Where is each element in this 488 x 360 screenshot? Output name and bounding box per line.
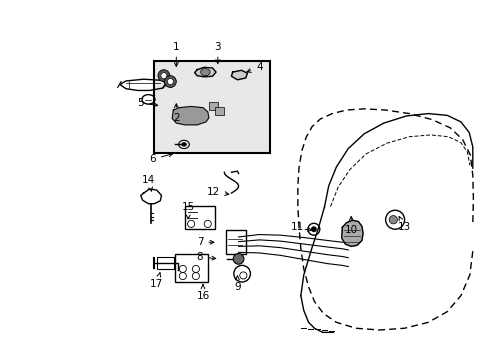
Text: 3: 3 bbox=[214, 42, 221, 63]
Ellipse shape bbox=[200, 68, 210, 76]
Bar bbox=[225, 230, 246, 254]
Bar bbox=[154, 62, 269, 153]
Circle shape bbox=[161, 73, 166, 78]
Circle shape bbox=[310, 226, 316, 232]
Text: 7: 7 bbox=[196, 237, 214, 247]
Bar bbox=[157, 257, 174, 269]
Text: 15: 15 bbox=[181, 202, 194, 219]
Polygon shape bbox=[194, 67, 216, 77]
Text: 16: 16 bbox=[196, 285, 209, 301]
Text: 17: 17 bbox=[150, 273, 163, 289]
Circle shape bbox=[233, 253, 244, 264]
Bar bbox=[175, 253, 207, 282]
Circle shape bbox=[164, 76, 176, 87]
Circle shape bbox=[167, 78, 173, 85]
Text: 10: 10 bbox=[344, 216, 357, 235]
Text: 14: 14 bbox=[142, 175, 155, 191]
Text: 2: 2 bbox=[173, 104, 179, 123]
Text: 12: 12 bbox=[206, 187, 228, 197]
Polygon shape bbox=[231, 70, 247, 80]
Ellipse shape bbox=[181, 143, 186, 146]
Text: 11: 11 bbox=[291, 222, 311, 233]
Text: 6: 6 bbox=[149, 153, 172, 164]
Text: 1: 1 bbox=[173, 42, 179, 67]
Circle shape bbox=[388, 216, 397, 224]
Text: 8: 8 bbox=[196, 252, 215, 262]
Bar bbox=[185, 206, 214, 229]
Text: 4: 4 bbox=[246, 62, 262, 72]
Circle shape bbox=[158, 70, 169, 82]
Polygon shape bbox=[172, 107, 208, 125]
Text: 5: 5 bbox=[137, 98, 157, 108]
Bar bbox=[214, 107, 224, 115]
Text: 9: 9 bbox=[234, 276, 240, 292]
Bar bbox=[208, 102, 217, 110]
Text: 13: 13 bbox=[397, 216, 410, 233]
Polygon shape bbox=[341, 220, 363, 246]
